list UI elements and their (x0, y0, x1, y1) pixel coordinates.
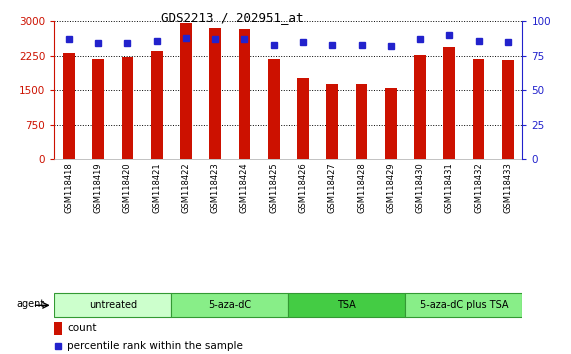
Bar (210, 28, 221, 159)
Bar (288, 293, 405, 317)
Text: 5-aza-dC: 5-aza-dC (208, 300, 251, 310)
Bar (414, 55, 426, 159)
Text: GDS2213 / 202951_at: GDS2213 / 202951_at (161, 11, 303, 24)
Bar (93, 59, 104, 159)
Text: percentile rank within the sample: percentile rank within the sample (67, 341, 243, 351)
Bar (63, 52, 75, 159)
Bar (502, 60, 514, 159)
Text: untreated: untreated (89, 300, 137, 310)
Bar (268, 59, 280, 159)
Bar (151, 51, 163, 159)
Bar (385, 88, 397, 159)
Bar (405, 293, 522, 317)
Bar (171, 293, 288, 317)
Text: 5-aza-dC plus TSA: 5-aza-dC plus TSA (420, 300, 508, 310)
Text: agent: agent (16, 299, 45, 309)
Bar (473, 59, 484, 159)
Bar (356, 84, 367, 159)
Bar (239, 29, 250, 159)
Bar (327, 84, 338, 159)
Text: TSA: TSA (337, 300, 356, 310)
Bar (54, 293, 171, 317)
Text: count: count (67, 323, 97, 333)
Bar (180, 23, 192, 159)
Bar (297, 78, 309, 159)
Bar (122, 57, 133, 159)
Bar (444, 47, 455, 159)
Bar (54, 322, 62, 335)
